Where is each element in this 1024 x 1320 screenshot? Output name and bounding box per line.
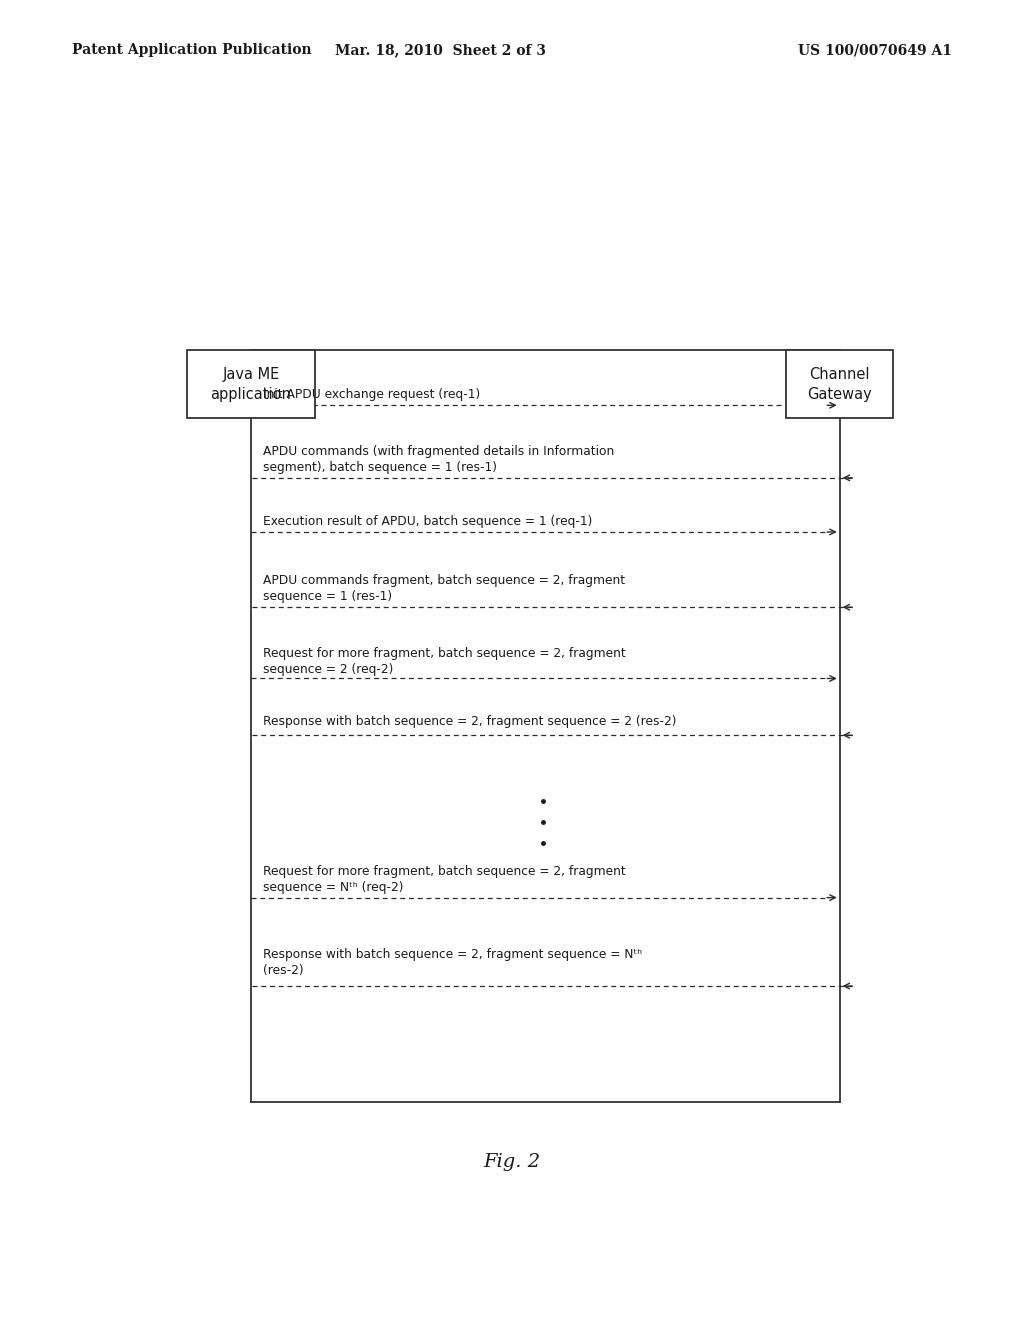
Text: Java ME
application: Java ME application (211, 367, 291, 401)
Text: Fig. 2: Fig. 2 (483, 1152, 541, 1171)
Text: Patent Application Publication: Patent Application Publication (72, 44, 311, 57)
Text: Channel
Gateway: Channel Gateway (807, 367, 872, 401)
Text: APDU commands (with fragmented details in Information
segment), batch sequence =: APDU commands (with fragmented details i… (263, 445, 614, 474)
Text: Init APDU exchange request (req-1): Init APDU exchange request (req-1) (263, 388, 480, 401)
Bar (786, 350, 893, 418)
Text: APDU commands fragment, batch sequence = 2, fragment
sequence = 1 (res-1): APDU commands fragment, batch sequence =… (263, 574, 626, 603)
Text: Request for more fragment, batch sequence = 2, fragment
sequence = 2 (req-2): Request for more fragment, batch sequenc… (263, 647, 626, 676)
Text: Request for more fragment, batch sequence = 2, fragment
sequence = Nᵗʰ (req-2): Request for more fragment, batch sequenc… (263, 865, 626, 894)
Bar (186, 350, 315, 418)
Text: US 100/0070649 A1: US 100/0070649 A1 (799, 44, 952, 57)
Text: Execution result of APDU, batch sequence = 1 (req-1): Execution result of APDU, batch sequence… (263, 515, 593, 528)
Text: Response with batch sequence = 2, fragment sequence = 2 (res-2): Response with batch sequence = 2, fragme… (263, 715, 677, 729)
Text: Mar. 18, 2010  Sheet 2 of 3: Mar. 18, 2010 Sheet 2 of 3 (335, 44, 546, 57)
Text: Response with batch sequence = 2, fragment sequence = Nᵗʰ
(res-2): Response with batch sequence = 2, fragme… (263, 948, 642, 977)
